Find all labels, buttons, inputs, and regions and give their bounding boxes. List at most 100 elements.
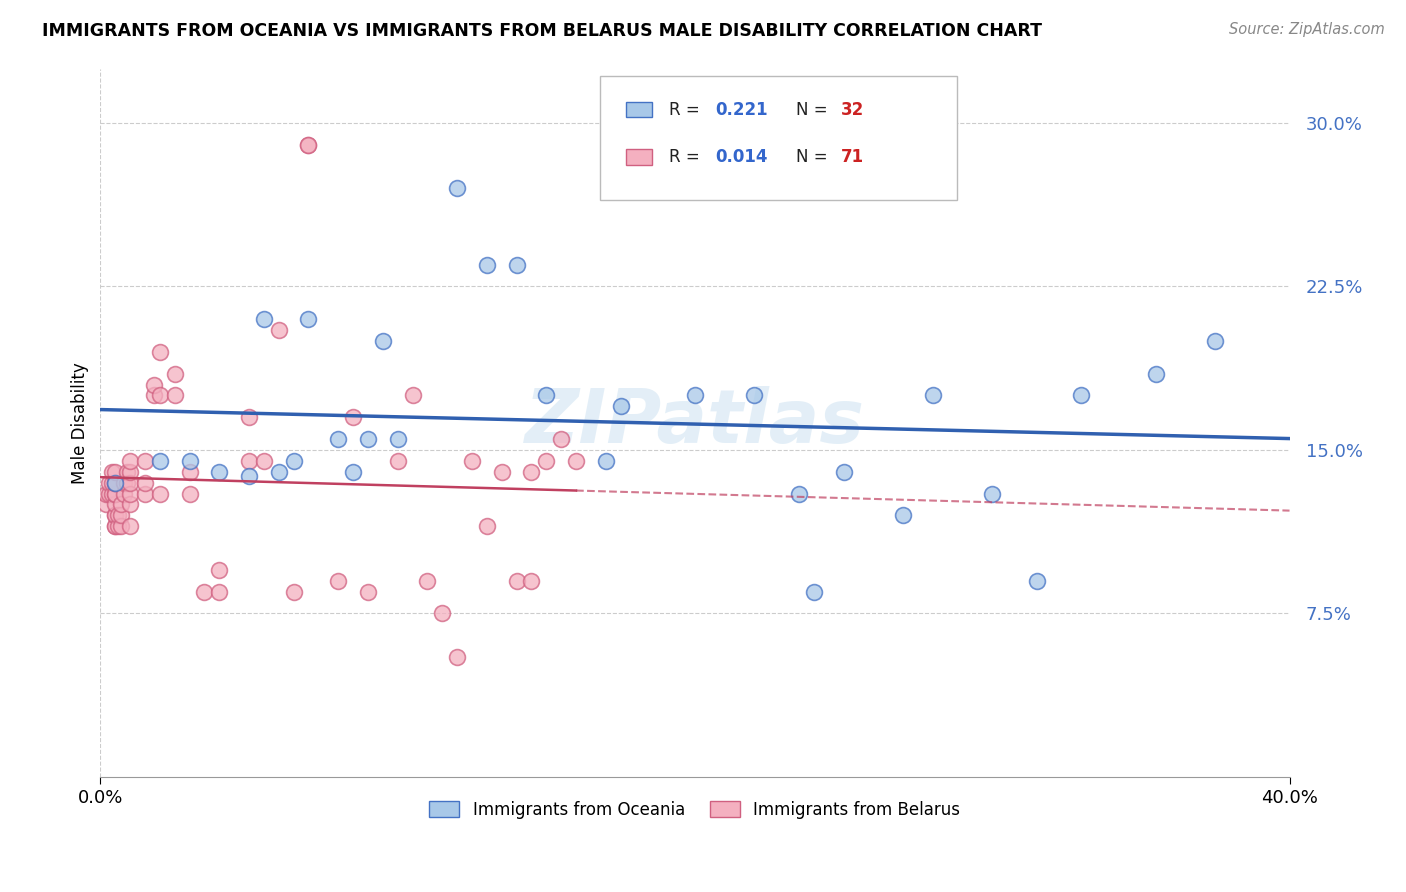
Point [179,465,201,479]
Text: N =: N = [796,101,832,119]
Point [461,454,484,468]
Point [112,475,135,490]
Point [208,465,231,479]
Point [536,454,558,468]
Point [475,519,498,533]
Point [267,323,290,337]
Text: 0.014: 0.014 [716,148,768,166]
Point [238,454,260,468]
Point [803,584,825,599]
Point [387,454,409,468]
Point [104,475,127,490]
Point [134,475,156,490]
Point [536,388,558,402]
Point [342,410,364,425]
Point [744,388,766,402]
Point [120,475,142,490]
Point [357,432,380,446]
Point [134,454,156,468]
Point [149,388,172,402]
Point [595,454,617,468]
Point [104,519,127,533]
Point [104,497,127,511]
Point [446,181,468,195]
Point [416,574,439,588]
Text: 0.221: 0.221 [716,101,768,119]
Point [104,486,127,500]
Point [342,465,364,479]
Point [107,519,129,533]
Bar [626,102,652,118]
Point [142,377,165,392]
Point [149,486,172,500]
Point [297,137,319,152]
Point [142,388,165,402]
Point [149,344,172,359]
Point [120,454,142,468]
Point [208,584,231,599]
Point [328,574,350,588]
Text: 71: 71 [841,148,865,166]
Point [104,475,127,490]
FancyBboxPatch shape [600,76,956,200]
Point [208,563,231,577]
Point [110,519,132,533]
Point [283,454,305,468]
Point [609,400,631,414]
Point [193,584,215,599]
Point [683,388,706,402]
Point [832,465,855,479]
Point [432,607,454,621]
Point [104,465,127,479]
Point [1204,334,1226,348]
Point [107,508,129,523]
Point [297,137,319,152]
Point [891,508,914,523]
Point [446,650,468,665]
Text: 32: 32 [841,101,865,119]
Point [120,486,142,500]
Text: ZIPatlas: ZIPatlas [524,386,865,459]
Point [1070,388,1092,402]
Point [98,486,121,500]
Text: N =: N = [796,148,832,166]
Bar [626,149,652,165]
Legend: Immigrants from Oceania, Immigrants from Belarus: Immigrants from Oceania, Immigrants from… [423,794,967,825]
Point [505,258,527,272]
Point [505,574,527,588]
Point [1144,367,1167,381]
Point [520,574,543,588]
Point [520,465,543,479]
Point [475,258,498,272]
Text: IMMIGRANTS FROM OCEANIA VS IMMIGRANTS FROM BELARUS MALE DISABILITY CORRELATION C: IMMIGRANTS FROM OCEANIA VS IMMIGRANTS FR… [42,22,1042,40]
Point [104,486,127,500]
Point [98,475,121,490]
Point [283,584,305,599]
Point [163,367,186,381]
Point [120,519,142,533]
Point [96,497,118,511]
Point [491,465,513,479]
Point [115,465,138,479]
Point [401,388,423,402]
Point [149,454,172,468]
Point [238,410,260,425]
Point [110,508,132,523]
Point [120,465,142,479]
Point [357,584,380,599]
Point [179,454,201,468]
Point [104,508,127,523]
Point [565,454,588,468]
Point [550,432,572,446]
Point [110,497,132,511]
Text: Source: ZipAtlas.com: Source: ZipAtlas.com [1229,22,1385,37]
Point [101,486,124,500]
Point [112,486,135,500]
Y-axis label: Male Disability: Male Disability [72,362,89,483]
Point [787,486,810,500]
Point [179,486,201,500]
Point [387,432,409,446]
Point [253,312,276,326]
Point [120,497,142,511]
Point [253,454,276,468]
